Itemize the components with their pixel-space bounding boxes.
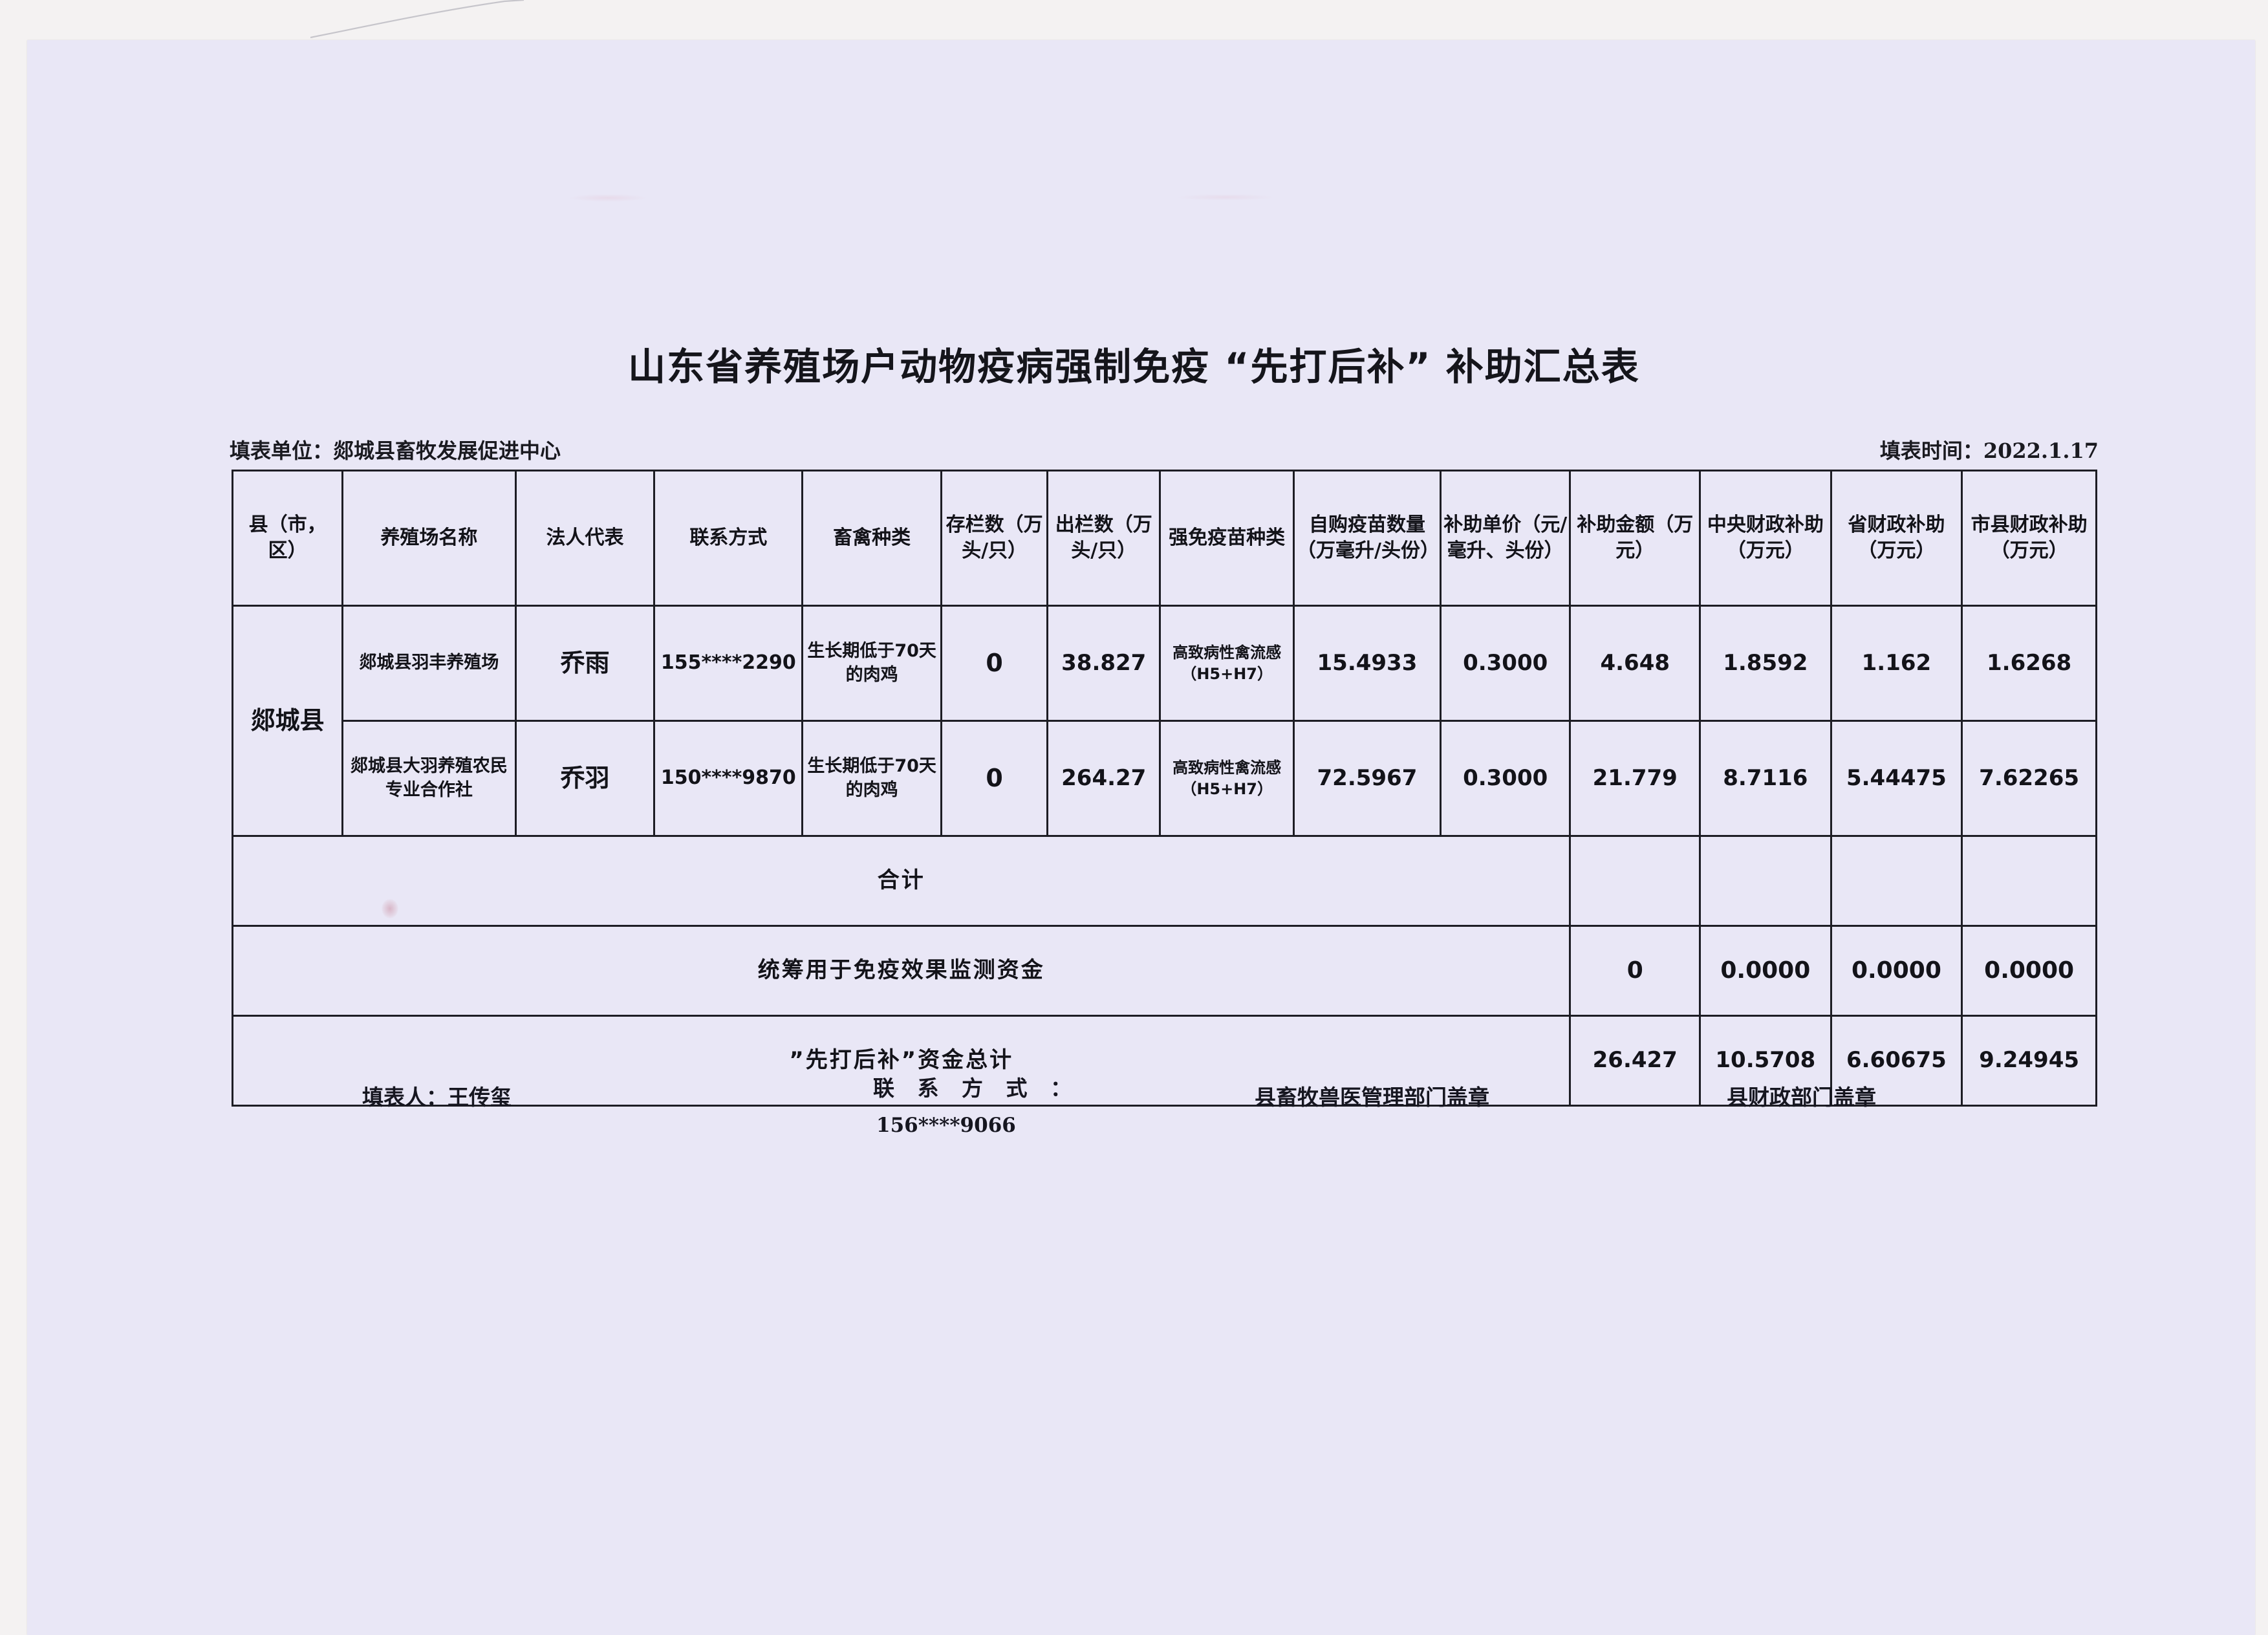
header-unit-price: 补助单价（元/毫升、头份）: [1439, 470, 1571, 607]
header-contact: 联系方式: [653, 470, 804, 607]
header-vaccine-kind: 强免疫苗种类: [1159, 470, 1295, 607]
cell-unit-price: 0.3000: [1439, 720, 1571, 837]
cell-grand-total-central-subsidy: 10.5708: [1699, 1015, 1832, 1107]
cell-farm-name: 郯城县大羽养殖农民专业合作社: [341, 720, 517, 837]
footer-filler-name: 填表人：王传玺: [362, 1085, 512, 1110]
cell-central-subsidy: 1.8592: [1699, 605, 1832, 722]
cell-central-subsidy: 8.7116: [1699, 720, 1832, 837]
table-summary-row-total: 合计: [231, 835, 2097, 927]
page-title: 山东省养殖场户动物疫病强制免疫 “先打后补” 补助汇总表: [628, 345, 1640, 389]
cell-vaccine-qty: 72.5967: [1293, 720, 1442, 837]
cell-grand-total-city-county-subsidy: 9.24945: [1961, 1015, 2097, 1107]
cell-province-subsidy: 5.44475: [1830, 720, 1963, 837]
cell-vaccine-qty: 15.4933: [1293, 605, 1442, 722]
cell-monitoring-province-subsidy: 0.0000: [1830, 925, 1963, 1017]
reporting-unit-label: 填表单位：郯城县畜牧发展促进中心: [230, 439, 561, 463]
cell-farm-name: 郯城县羽丰养殖场: [341, 605, 517, 722]
cell-monitoring-city-county-subsidy: 0.0000: [1961, 925, 2097, 1017]
cell-summary-label-total: 合计: [231, 835, 1571, 927]
cell-contact: 155****2290: [653, 605, 804, 722]
header-farm-name: 养殖场名称: [341, 470, 517, 607]
cell-monitoring-subsidy-amount: 0: [1569, 925, 1701, 1017]
footer-contact-value: 156****9066: [876, 1114, 1016, 1137]
cell-livestock-kind: 生长期低于70天的肉鸡: [801, 720, 943, 837]
table-row: 郯城县 郯城县羽丰养殖场 乔雨 155****2290 生长期低于70天的肉鸡 …: [231, 605, 2097, 837]
cell-total-subsidy-amount: [1569, 835, 1701, 927]
footer-stamp-vet-department: 县畜牧兽医管理部门盖章: [1255, 1085, 1489, 1110]
header-central-subsidy: 中央财政补助（万元）: [1699, 470, 1832, 607]
cell-total-central-subsidy: [1699, 835, 1832, 927]
cell-grand-total-subsidy-amount: 26.427: [1569, 1015, 1701, 1107]
cell-total-province-subsidy: [1830, 835, 1963, 927]
document-meta: 填表单位：郯城县畜牧发展促进中心 填表时间：2022.1.17: [230, 435, 2099, 467]
cell-legal-rep: 乔羽: [514, 720, 656, 837]
table-row: 郯城县大羽养殖农民专业合作社 乔羽 150****9870 生长期低于70天的肉…: [233, 720, 2097, 837]
cell-vaccine-kind: 高致病性禽流感（H5+H7）: [1159, 605, 1295, 722]
cell-county: 郯城县: [231, 605, 344, 837]
table-body: 郯城县 郯城县羽丰养殖场 乔雨 155****2290 生长期低于70天的肉鸡 …: [231, 605, 2097, 1107]
cell-city-county-subsidy: 7.62265: [1961, 720, 2097, 837]
cell-province-subsidy: 1.162: [1830, 605, 1963, 722]
cell-subsidy-amount: 21.779: [1569, 720, 1701, 837]
cell-stock-count: 0: [940, 605, 1049, 722]
document-footer: 填表人：王传玺 联 系 方 式 ： 156****9066 县畜牧兽医管理部门盖…: [0, 1067, 2268, 1216]
cell-summary-label-grand-total: ”先打后补”资金总计: [231, 1015, 1571, 1107]
header-province-subsidy: 省财政补助（万元）: [1830, 470, 1963, 607]
header-subsidy-amount: 补助金额（万元）: [1569, 470, 1701, 607]
subsidy-summary-table-wrap: 县（市，区） 养殖场名称 法人代表 联系方式 畜禽种类 存栏数（万头/只） 出栏…: [231, 470, 2097, 1107]
footer-stamp-finance-department: 县财政部门盖章: [1727, 1085, 1876, 1110]
header-city-county-subsidy: 市县财政补助（万元）: [1961, 470, 2097, 607]
cell-stock-count: 0: [940, 720, 1049, 837]
table-header-row: 县（市，区） 养殖场名称 法人代表 联系方式 畜禽种类 存栏数（万头/只） 出栏…: [231, 470, 2097, 607]
cell-legal-rep: 乔雨: [514, 605, 656, 722]
cell-monitoring-central-subsidy: 0.0000: [1699, 925, 1832, 1017]
cell-total-city-county-subsidy: [1961, 835, 2097, 927]
subsidy-summary-table: 县（市，区） 养殖场名称 法人代表 联系方式 畜禽种类 存栏数（万头/只） 出栏…: [231, 470, 2097, 1107]
cell-slaughter-count: 38.827: [1046, 605, 1161, 722]
cell-unit-price: 0.3000: [1439, 605, 1571, 722]
cell-city-county-subsidy: 1.6268: [1961, 605, 2097, 722]
cell-vaccine-kind: 高致病性禽流感（H5+H7）: [1159, 720, 1295, 837]
table-header: 县（市，区） 养殖场名称 法人代表 联系方式 畜禽种类 存栏数（万头/只） 出栏…: [231, 470, 2097, 607]
table-summary-row-grand-total: ”先打后补”资金总计 26.427 10.5708 6.60675 9.2494…: [231, 1015, 2097, 1107]
cell-subsidy-amount: 4.648: [1569, 605, 1701, 722]
footer-contact-label: 联 系 方 式 ：: [873, 1076, 1079, 1101]
table-summary-row-monitoring: 统筹用于免疫效果监测资金 0 0.0000 0.0000 0.0000: [231, 925, 2097, 1017]
header-vaccine-qty: 自购疫苗数量（万毫升/头份）: [1293, 470, 1442, 607]
cell-slaughter-count: 264.27: [1046, 720, 1161, 837]
cell-grand-total-province-subsidy: 6.60675: [1830, 1015, 1963, 1107]
cell-summary-label-monitoring: 统筹用于免疫效果监测资金: [231, 925, 1571, 1017]
header-county: 县（市，区）: [231, 470, 344, 607]
header-legal-rep: 法人代表: [514, 470, 656, 607]
header-slaughter-count: 出栏数（万头/只）: [1046, 470, 1161, 607]
header-stock-count: 存栏数（万头/只）: [940, 470, 1049, 607]
report-date-label: 填表时间：2022.1.17: [1879, 439, 2099, 463]
cell-contact: 150****9870: [653, 720, 804, 837]
header-livestock-kind: 畜禽种类: [801, 470, 943, 607]
cell-livestock-kind: 生长期低于70天的肉鸡: [801, 605, 943, 722]
